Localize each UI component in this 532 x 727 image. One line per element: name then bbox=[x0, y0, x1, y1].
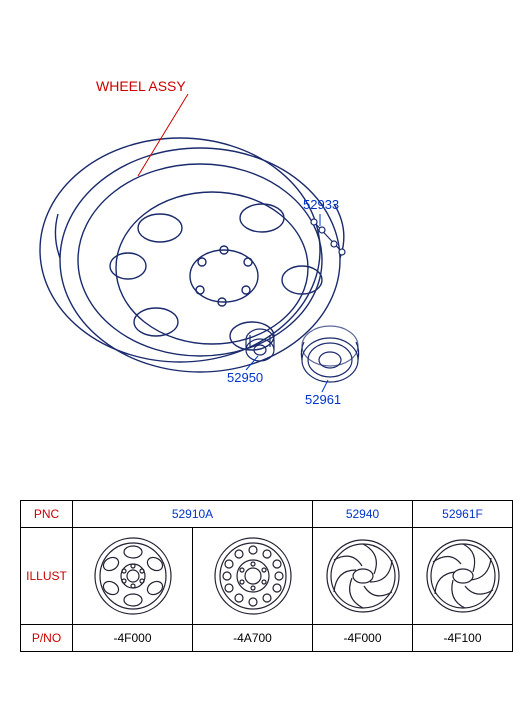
callout-52933: 52933 bbox=[303, 197, 339, 212]
pno-0: -4F000 bbox=[73, 625, 193, 652]
main-wheel-icon bbox=[40, 138, 344, 372]
pno-2: -4F000 bbox=[313, 625, 413, 652]
wheel-assy-label: WHEEL ASSY bbox=[96, 78, 186, 94]
pnc-52961F: 52961F bbox=[413, 501, 513, 528]
pnc-52910A: 52910A bbox=[73, 501, 313, 528]
illust-cover-2 bbox=[413, 528, 513, 625]
pnc-row: PNC 52910A 52940 52961F bbox=[21, 501, 513, 528]
diagram-svg bbox=[0, 0, 532, 490]
center-cap-icon bbox=[301, 326, 358, 382]
header-pnc: PNC bbox=[21, 501, 73, 528]
header-illust: ILLUST bbox=[21, 528, 73, 625]
illust-steel-6hole bbox=[73, 528, 193, 625]
callout-52961: 52961 bbox=[305, 392, 341, 407]
illust-row: ILLUST bbox=[21, 528, 513, 625]
wheel-assembly-diagram: WHEEL ASSY 52933 52950 52961 bbox=[0, 0, 532, 490]
header-pno: P/NO bbox=[21, 625, 73, 652]
pno-row: P/NO -4F000 -4A700 -4F000 -4F100 bbox=[21, 625, 513, 652]
illust-cover-1 bbox=[313, 528, 413, 625]
illust-steel-multi bbox=[193, 528, 313, 625]
parts-table: PNC 52910A 52940 52961F ILLUST bbox=[20, 500, 512, 652]
callout-52950: 52950 bbox=[227, 370, 263, 385]
pnc-52940: 52940 bbox=[313, 501, 413, 528]
pno-3: -4F100 bbox=[413, 625, 513, 652]
valve-stem-icon bbox=[311, 219, 345, 255]
leader-wheel-assy bbox=[138, 94, 188, 176]
pno-1: -4A700 bbox=[193, 625, 313, 652]
